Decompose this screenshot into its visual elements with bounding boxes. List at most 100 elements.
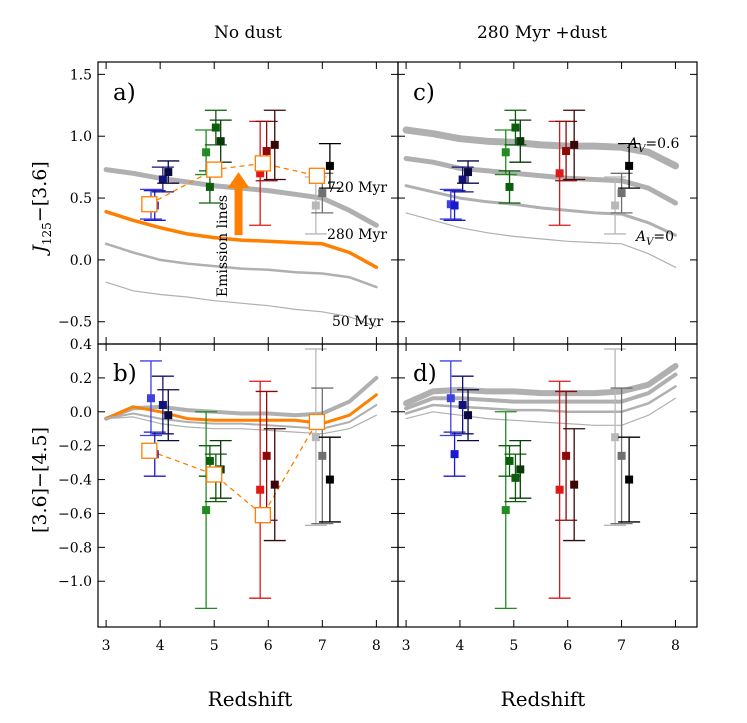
- data-point-a-3: [164, 168, 173, 177]
- y-tick-label-a-4: 1.5: [70, 67, 92, 83]
- annotation-av-low: AV=0: [634, 229, 674, 248]
- plots-layer: −0.5 0.0 0.5 1.0 1.5 3 4 5 6 7 8 −1.0 −0.8 −0.6 −0.4 −0…: [58, 61, 698, 654]
- dashed-connector-a: [149, 162, 318, 205]
- emission-arrow-shaft: [234, 188, 243, 236]
- data-point-b-11: [311, 433, 320, 442]
- ylabel-top: J125−[3.6]: [29, 161, 54, 257]
- model-curve-b-0: [104, 375, 379, 421]
- data-point-b-5: [205, 456, 214, 465]
- panel-label-c: c): [413, 80, 435, 106]
- panel-b: 3 4 5 6 7 8 −1.0 −0.8 −0.6 −0.4 −0.2 0.0 0.2 0.4: [58, 337, 399, 654]
- model-square-a-3: [308, 167, 326, 184]
- data-point-a-13: [325, 161, 334, 170]
- data-point-d-10: [570, 480, 579, 489]
- data-point-d-13: [625, 475, 634, 484]
- data-point-c-5: [505, 182, 514, 191]
- data-point-b-12: [318, 451, 327, 460]
- data-point-b-2: [158, 401, 167, 410]
- data-point-a-4: [202, 148, 211, 157]
- column-title-left: No dust: [214, 23, 282, 43]
- model-curve-a-1: [104, 209, 379, 270]
- data-point-b-8: [256, 485, 265, 494]
- data-point-d-7: [516, 465, 525, 474]
- emission-arrow-head: [227, 172, 250, 189]
- data-point-a-8: [256, 169, 265, 178]
- y-tick-label-b-6: 0.2: [70, 371, 92, 387]
- y-tick-label-b-5: 0.0: [70, 405, 92, 421]
- data-point-d-6: [511, 473, 520, 482]
- panel-a: −0.5 0.0 0.5 1.0 1.5: [58, 61, 399, 345]
- data-point-b-9: [262, 451, 271, 460]
- data-point-b-3: [164, 411, 173, 420]
- x-tick-label-d-4: 7: [617, 638, 626, 654]
- panel-label-a: a): [113, 80, 136, 106]
- x-tick-label-b-5: 8: [372, 638, 381, 654]
- panel-frame-b: [97, 343, 399, 628]
- data-point-c-4: [501, 148, 510, 157]
- data-point-c-6: [511, 123, 520, 132]
- data-point-b-0: [146, 394, 155, 403]
- data-point-d-8: [555, 485, 564, 494]
- data-point-d-1: [450, 450, 459, 459]
- y-tick-label-b-2: −0.6: [58, 506, 92, 522]
- model-curve-c-2: [404, 184, 677, 237]
- data-point-b-13: [325, 475, 334, 484]
- panel-frame-c: [397, 61, 698, 345]
- ylabel-bottom: [3.6]−[4.5]: [29, 427, 51, 533]
- annotation-50-myr: 50 Myr: [332, 314, 384, 330]
- model-square-a-2: [254, 155, 272, 172]
- panel-label-b: b): [113, 361, 137, 387]
- annotation-280-myr: 280 Myr: [327, 227, 387, 243]
- data-point-c-9: [562, 147, 571, 156]
- x-tick-label-d-5: 8: [671, 638, 680, 654]
- data-point-c-11: [611, 201, 620, 210]
- y-tick-label-a-3: 1.0: [70, 129, 92, 145]
- panel-d: 3 4 5 6 7 8: [397, 343, 698, 654]
- x-tick-label-d-1: 4: [455, 638, 464, 654]
- x-tick-label-b-1: 4: [156, 638, 165, 654]
- column-title-right: 280 Myr +dust: [477, 23, 607, 43]
- data-point-d-3: [464, 411, 473, 420]
- data-point-c-7: [516, 137, 525, 146]
- data-point-c-12: [617, 189, 626, 198]
- annotation-av-high: AV=0.6: [626, 136, 679, 155]
- model-square-a-0: [141, 196, 158, 213]
- data-point-b-10: [270, 480, 279, 489]
- model-curve-c-3: [405, 212, 677, 268]
- model-curve-c-1: [403, 156, 678, 206]
- data-point-d-2: [458, 401, 467, 410]
- model-square-b-1: [206, 466, 223, 483]
- data-point-c-10: [570, 140, 579, 149]
- annotation-emission-lines: Emission lines: [215, 195, 231, 297]
- dashed-connector-b: [149, 421, 318, 517]
- data-point-a-10: [270, 140, 279, 149]
- y-tick-label-a-2: 0.5: [70, 191, 92, 207]
- data-point-a-9: [262, 147, 271, 156]
- model-curve-a-2: [104, 242, 378, 289]
- data-point-a-11: [311, 201, 320, 210]
- model-square-b-0: [141, 442, 158, 459]
- y-tick-label-b-1: −0.8: [58, 540, 92, 556]
- data-point-d-0: [446, 394, 455, 403]
- x-tick-label-d-0: 3: [402, 638, 411, 654]
- data-point-c-1: [450, 201, 459, 210]
- x-tick-label-b-0: 3: [102, 638, 111, 654]
- xlabel-right: Redshift: [501, 687, 586, 711]
- y-tick-label-b-3: −0.4: [58, 473, 92, 489]
- x-tick-label-b-3: 6: [264, 638, 273, 654]
- model-square-a-1: [206, 161, 223, 178]
- data-point-d-9: [562, 451, 571, 460]
- data-point-d-11: [611, 433, 620, 442]
- model-square-b-3: [308, 413, 326, 431]
- model-square-b-2: [254, 507, 272, 524]
- data-point-a-7: [216, 137, 225, 146]
- model-curve-a-3: [105, 281, 377, 328]
- data-point-a-6: [211, 123, 220, 132]
- y-tick-label-b-4: −0.2: [58, 439, 92, 455]
- y-tick-label-b-0: −1.0: [58, 574, 92, 590]
- annotation-720-myr: 720 Myr: [327, 180, 387, 196]
- data-point-d-12: [617, 451, 626, 460]
- y-tick-label-a-0: −0.5: [58, 315, 92, 331]
- data-point-a-12: [318, 189, 327, 198]
